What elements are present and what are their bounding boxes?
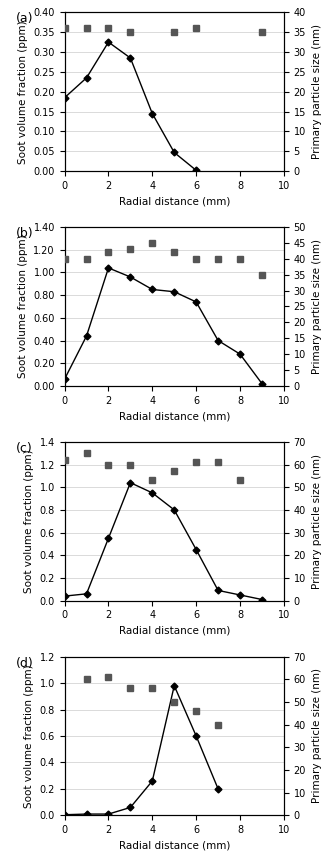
X-axis label: Radial distance (mm): Radial distance (mm) xyxy=(118,411,230,421)
Y-axis label: Primary particle size (nm): Primary particle size (nm) xyxy=(312,239,322,374)
Y-axis label: Primary particle size (nm): Primary particle size (nm) xyxy=(312,454,321,588)
X-axis label: Radial distance (mm): Radial distance (mm) xyxy=(118,626,230,636)
X-axis label: Radial distance (mm): Radial distance (mm) xyxy=(118,841,230,850)
Text: (c): (c) xyxy=(16,442,33,454)
Y-axis label: Soot volume fraction (ppm): Soot volume fraction (ppm) xyxy=(18,20,28,163)
Text: (a): (a) xyxy=(16,12,34,25)
Y-axis label: Primary particle size (nm): Primary particle size (nm) xyxy=(312,668,321,803)
Y-axis label: Primary particle size (nm): Primary particle size (nm) xyxy=(312,24,322,159)
Y-axis label: Soot volume fraction (ppm): Soot volume fraction (ppm) xyxy=(24,449,34,593)
Text: (b): (b) xyxy=(16,227,34,240)
Y-axis label: Soot volume fraction (ppm): Soot volume fraction (ppm) xyxy=(18,235,28,378)
Text: (d): (d) xyxy=(16,656,34,669)
Y-axis label: Soot volume fraction (ppm): Soot volume fraction (ppm) xyxy=(24,664,34,807)
X-axis label: Radial distance (mm): Radial distance (mm) xyxy=(118,197,230,206)
